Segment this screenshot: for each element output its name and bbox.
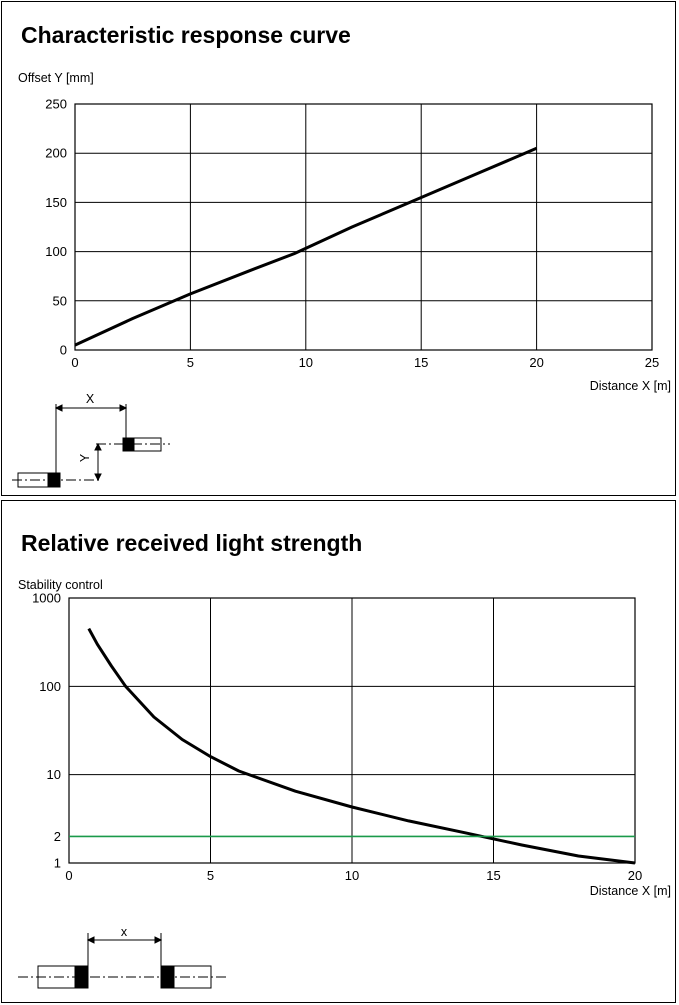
x-tick-label: 0 (65, 868, 72, 883)
x-tick-label: 25 (645, 355, 659, 370)
y-tick-label: 200 (45, 146, 67, 161)
x-tick-label: 15 (414, 355, 428, 370)
x-tick-label: 10 (345, 868, 359, 883)
light-strength-panel: Relative received light strength Stabili… (1, 500, 676, 1003)
diagram-label-y: Y (78, 453, 92, 462)
y-tick-label: 10 (47, 767, 61, 782)
y-tick-label: 250 (45, 97, 67, 112)
y-tick-label: 1 (54, 856, 61, 871)
x-axis-label: Distance X [m] (590, 884, 671, 898)
distance-diagram (18, 933, 226, 989)
series-group (74, 146, 538, 347)
x-tick-label: 5 (207, 868, 214, 883)
y-tick-label: 50 (53, 293, 67, 308)
series-line (87, 627, 636, 865)
grid (68, 597, 636, 864)
x-tick-label: 5 (187, 355, 194, 370)
chart-title: Relative received light strength (21, 530, 362, 556)
y-axis-label: Offset Y [mm] (18, 71, 94, 85)
y-tick-label: 1000 (32, 591, 61, 606)
x-tick-label: 10 (299, 355, 313, 370)
x-tick-label: 20 (529, 355, 543, 370)
x-tick-label: 0 (71, 355, 78, 370)
offset-diagram (12, 404, 170, 488)
tick-labels: 0 5 10 15 20 1 2 10 100 1000 (32, 591, 642, 884)
x-tick-label: 20 (628, 868, 642, 883)
response-curve-svg: Characteristic response curve Offset Y [… (12, 22, 671, 488)
y-axis-label: Stability control (18, 578, 103, 592)
y-tick-label: 150 (45, 195, 67, 210)
series-group (69, 627, 636, 865)
y-tick-label: 100 (39, 679, 61, 694)
series-line (74, 146, 538, 347)
y-tick-label: 100 (45, 244, 67, 259)
response-curve-panel: Characteristic response curve Offset Y [… (1, 1, 676, 496)
diagram-label-x: x (121, 925, 128, 939)
plot-frame (74, 103, 653, 351)
light-strength-svg: Relative received light strength Stabili… (18, 530, 671, 989)
x-tick-label: 15 (486, 868, 500, 883)
grid (74, 103, 653, 351)
y-tick-label: 2 (54, 829, 61, 844)
diagram-label-x: X (86, 392, 95, 406)
chart-title: Characteristic response curve (21, 22, 351, 48)
x-axis-label: Distance X [m] (590, 379, 671, 393)
y-tick-label: 0 (60, 343, 67, 358)
